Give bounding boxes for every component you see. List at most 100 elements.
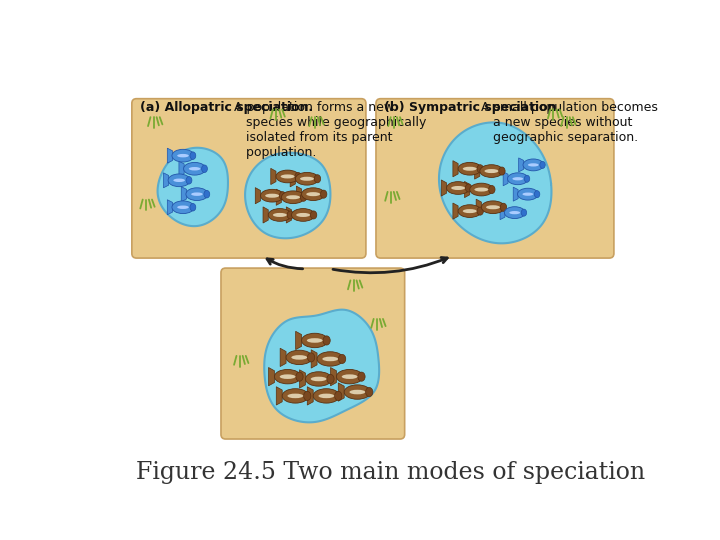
Ellipse shape xyxy=(500,203,507,211)
Ellipse shape xyxy=(168,174,190,187)
Polygon shape xyxy=(256,187,261,204)
Ellipse shape xyxy=(292,208,315,221)
Polygon shape xyxy=(453,203,458,219)
Polygon shape xyxy=(276,189,282,205)
Ellipse shape xyxy=(190,152,196,159)
Polygon shape xyxy=(167,148,173,163)
Ellipse shape xyxy=(513,177,523,180)
Ellipse shape xyxy=(273,213,287,217)
Polygon shape xyxy=(338,383,344,401)
Polygon shape xyxy=(300,370,305,388)
Polygon shape xyxy=(287,207,292,223)
Polygon shape xyxy=(464,181,469,198)
Ellipse shape xyxy=(286,195,300,199)
Ellipse shape xyxy=(296,213,310,217)
Text: Figure 24.5 Two main modes of speciation: Figure 24.5 Two main modes of speciation xyxy=(137,461,646,484)
Ellipse shape xyxy=(186,188,208,200)
Ellipse shape xyxy=(296,372,303,381)
Ellipse shape xyxy=(485,169,498,173)
Ellipse shape xyxy=(184,163,206,175)
Ellipse shape xyxy=(523,159,544,171)
Ellipse shape xyxy=(523,193,534,196)
Polygon shape xyxy=(290,171,295,187)
Ellipse shape xyxy=(307,353,315,362)
Ellipse shape xyxy=(186,177,192,184)
Ellipse shape xyxy=(313,389,340,403)
Ellipse shape xyxy=(335,392,342,401)
Ellipse shape xyxy=(358,372,365,381)
Polygon shape xyxy=(441,180,446,196)
Polygon shape xyxy=(163,173,168,188)
Polygon shape xyxy=(263,207,269,223)
Ellipse shape xyxy=(342,374,358,379)
Ellipse shape xyxy=(323,356,338,361)
Ellipse shape xyxy=(465,184,472,192)
Ellipse shape xyxy=(344,385,371,399)
Ellipse shape xyxy=(499,167,505,175)
Ellipse shape xyxy=(287,211,294,219)
Polygon shape xyxy=(271,168,276,185)
Polygon shape xyxy=(439,123,552,244)
Ellipse shape xyxy=(295,172,301,180)
Ellipse shape xyxy=(489,186,495,193)
Ellipse shape xyxy=(311,377,327,381)
Ellipse shape xyxy=(327,374,334,383)
Polygon shape xyxy=(503,172,508,186)
Ellipse shape xyxy=(172,149,194,162)
Ellipse shape xyxy=(323,336,330,345)
Ellipse shape xyxy=(524,176,530,183)
Ellipse shape xyxy=(286,350,312,365)
Ellipse shape xyxy=(446,181,469,194)
Text: A small population becomes
    a new species without
    geographic separation.: A small population becomes a new species… xyxy=(477,101,657,144)
Ellipse shape xyxy=(349,390,365,394)
Ellipse shape xyxy=(202,165,207,172)
Ellipse shape xyxy=(276,170,300,183)
Polygon shape xyxy=(513,187,518,201)
FancyBboxPatch shape xyxy=(221,268,405,439)
Ellipse shape xyxy=(518,188,538,200)
Polygon shape xyxy=(474,163,480,179)
Polygon shape xyxy=(307,387,313,405)
Polygon shape xyxy=(280,348,286,367)
Ellipse shape xyxy=(282,191,305,204)
Polygon shape xyxy=(500,206,505,220)
Polygon shape xyxy=(476,199,482,215)
Ellipse shape xyxy=(310,211,317,219)
Ellipse shape xyxy=(279,192,286,200)
Ellipse shape xyxy=(305,372,332,386)
Text: A population forms a new
    species while geographically
    isolated from its : A population forms a new species while g… xyxy=(230,101,426,159)
Ellipse shape xyxy=(204,191,210,198)
Ellipse shape xyxy=(509,211,520,214)
Ellipse shape xyxy=(261,190,284,202)
Ellipse shape xyxy=(281,174,294,179)
Ellipse shape xyxy=(282,389,309,403)
Ellipse shape xyxy=(534,191,540,198)
Ellipse shape xyxy=(540,161,545,168)
Ellipse shape xyxy=(306,192,320,196)
Ellipse shape xyxy=(302,333,328,348)
Ellipse shape xyxy=(318,394,334,398)
FancyBboxPatch shape xyxy=(132,99,366,258)
Ellipse shape xyxy=(508,173,528,185)
Ellipse shape xyxy=(274,369,301,384)
Ellipse shape xyxy=(189,167,200,171)
Ellipse shape xyxy=(366,388,373,397)
Ellipse shape xyxy=(191,192,203,196)
Ellipse shape xyxy=(300,177,314,181)
Ellipse shape xyxy=(280,374,295,379)
Polygon shape xyxy=(269,368,274,386)
Ellipse shape xyxy=(482,201,505,214)
Polygon shape xyxy=(518,158,523,172)
Ellipse shape xyxy=(269,208,292,221)
Polygon shape xyxy=(179,161,184,176)
Ellipse shape xyxy=(480,165,503,178)
Polygon shape xyxy=(167,200,173,215)
Ellipse shape xyxy=(458,205,482,218)
Ellipse shape xyxy=(177,206,189,209)
Ellipse shape xyxy=(451,186,465,190)
Polygon shape xyxy=(296,332,302,349)
Polygon shape xyxy=(297,186,302,202)
Polygon shape xyxy=(276,387,282,405)
Ellipse shape xyxy=(287,394,303,398)
Ellipse shape xyxy=(190,204,196,211)
